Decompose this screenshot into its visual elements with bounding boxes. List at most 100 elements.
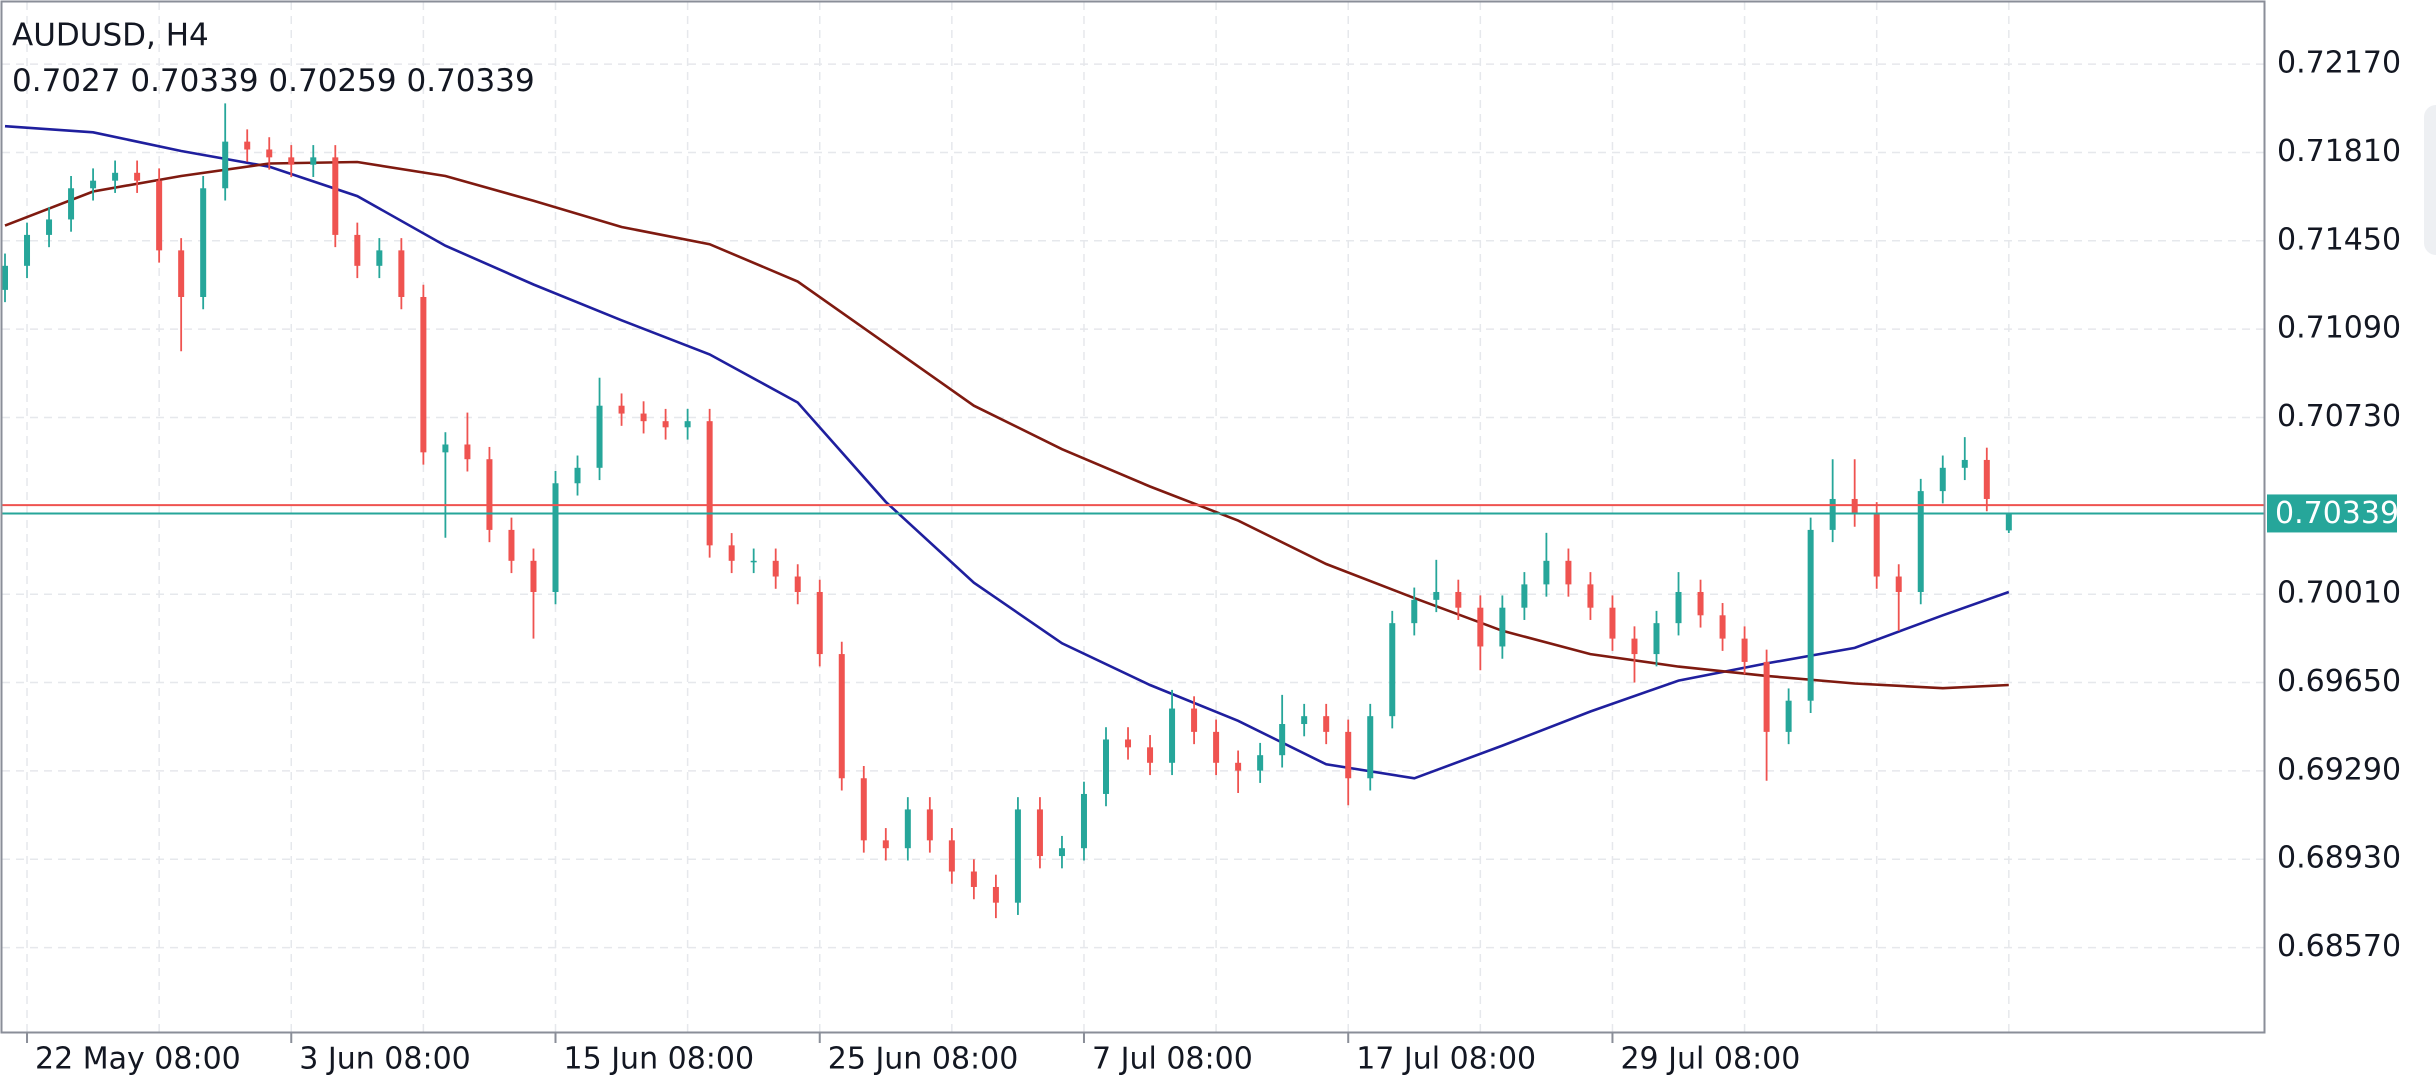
candle-body [1058,848,1065,857]
plot-border [0,0,2266,1034]
candle-body [1499,607,1506,647]
candle-body [134,172,141,181]
axes: 0.68570 0.68930 0.69290 0.69650 0.70010 0.707… [26,46,2401,1077]
candle-body [904,809,911,849]
candle-body [178,250,185,297]
moving-average [4,124,2010,780]
candle-body [1213,731,1220,763]
candle-body [1983,459,1990,499]
candle-body [1169,708,1176,763]
candle-body [1587,584,1594,608]
candle-body [706,421,713,546]
candle-body [1609,607,1616,639]
candle-body [1697,591,1704,616]
candle-body [640,413,647,422]
candle-body [68,188,75,220]
candle-body [310,157,317,165]
candle-body [464,444,471,460]
ohlc-high: 0.70339 [130,63,258,99]
candle-body [1917,491,1924,592]
candle-body [552,483,559,592]
candle-body [1939,467,1946,492]
candle-body [1080,793,1087,849]
candle-body [662,421,669,428]
candle-body [750,560,757,563]
candle-body [442,444,449,453]
candles [2,103,2012,919]
ohlc-header: 0.7027 0.70339 0.70259 0.70339 [12,63,535,99]
x-tick-label: 22 May 08:00 [35,1042,241,1077]
y-tick-label: 0.71810 [2277,134,2401,169]
candle-body [1257,755,1264,771]
candle-body [266,149,273,158]
y-tick-label: 0.71450 [2277,222,2401,257]
candle-body [1631,638,1638,655]
candle-body [1036,809,1043,857]
ohlc-close: 0.70339 [406,63,534,99]
candle-body [1719,615,1726,639]
candle-body [1675,591,1682,624]
candle-body [508,529,515,561]
candle-body [1785,700,1792,732]
y-tick-label: 0.68570 [2277,929,2401,964]
y-tick-label: 0.72170 [2277,46,2401,81]
candle-body [816,591,823,655]
candle-body [1477,607,1484,647]
candle-body [1961,459,1968,468]
side-tab[interactable] [2424,105,2436,255]
candle-body [574,467,581,484]
candle-body [1851,498,1858,515]
candle-body [1103,739,1109,794]
candle-body [1014,809,1021,903]
candle-body [156,180,163,251]
candle-body [684,421,691,428]
candle-body [1873,514,1880,577]
candle-body [1235,762,1242,771]
x-tick-label: 7 Jul 08:00 [1092,1042,1253,1077]
candle-body [992,886,999,903]
candle-body [728,545,735,561]
candle-body [1543,560,1550,585]
price-lines [2,504,2265,515]
candle-body [90,180,97,189]
candle-body [618,405,625,414]
candle-body [1411,599,1418,624]
candle-body [1807,529,1814,701]
candle-body [926,809,933,841]
chart-title: AUDUSD, H4 [12,18,209,54]
indicator-lines [4,124,2010,780]
ohlc-open: 0.7027 [12,63,120,99]
candle-body [1763,661,1770,732]
candle-body [882,840,889,849]
moving-average [4,160,2009,690]
price-label-box [2267,494,2397,533]
candle-body [1389,623,1396,717]
candle-body [486,459,493,530]
candle-body [24,234,31,266]
candle-body [244,141,251,150]
y-tick-label: 0.70010 [2277,576,2401,611]
candle-body [376,250,383,266]
candle-body [2,265,8,290]
price-label: 0.70339 [2275,496,2399,531]
candle-body [420,296,427,453]
candle-body [200,188,207,297]
candle-body [596,405,603,468]
candle-body [1455,591,1462,608]
candle-body [794,576,801,592]
candle-body [1895,576,1902,592]
candle-body [1565,560,1572,585]
candle-body [1323,716,1330,732]
candle-body [1433,591,1440,600]
x-tick-label: 3 Jun 08:00 [299,1042,471,1077]
y-tick-label: 0.68930 [2277,841,2401,876]
candle-body [112,172,119,181]
x-tick-label: 29 Jul 08:00 [1620,1042,1800,1077]
candle-body [332,157,339,235]
ohlc-low: 0.70259 [268,63,396,99]
x-tick-label: 17 Jul 08:00 [1356,1042,1536,1077]
y-tick-label: 0.69290 [2277,752,2401,787]
y-tick-label: 0.70730 [2277,399,2401,434]
